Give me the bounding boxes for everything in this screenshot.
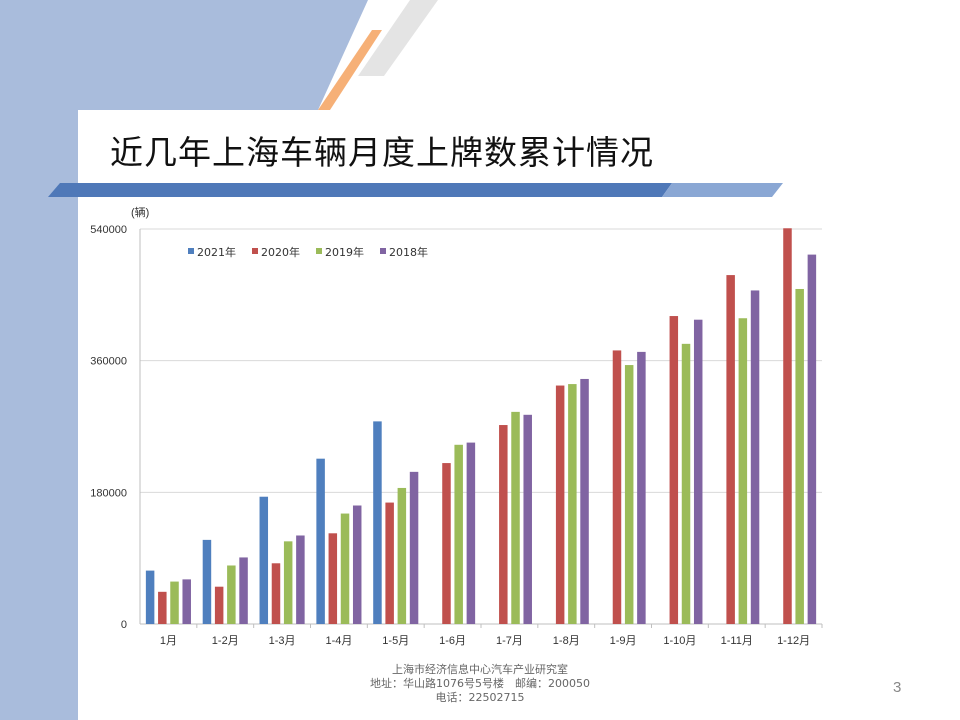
- legend-layer: 2021年 2020年 2019年 2018年: [188, 245, 428, 259]
- legend-label: 2019年: [325, 245, 364, 259]
- legend-swatch: [188, 248, 194, 254]
- bar-2020年-1-5月: [385, 502, 394, 624]
- bar-2020年-1-10月: [669, 316, 679, 624]
- legend-swatch: [380, 248, 386, 254]
- bar-2018年-1-3月: [296, 535, 305, 624]
- x-tick-label: 1-5月: [382, 635, 409, 647]
- x-tick-label: 1-2月: [212, 635, 239, 647]
- bar-2020年-1-11月: [726, 275, 735, 624]
- legend-swatch: [252, 248, 258, 254]
- bar-2021年-1-2月: [202, 539, 212, 624]
- legend-swatch: [316, 248, 322, 254]
- bar-2019年-1-3月: [283, 541, 293, 624]
- bar-2018年-1-8月: [580, 378, 589, 624]
- x-tick-label: 1-4月: [325, 635, 352, 647]
- x-tick-label: 1月: [160, 635, 177, 647]
- bar-layer: [145, 228, 817, 624]
- bar-2020年-1月: [158, 591, 167, 624]
- bar-2019年-1-9月: [624, 365, 634, 624]
- bar-2018年-1-6月: [466, 442, 476, 624]
- x-tick-label: 1-11月: [721, 635, 753, 647]
- y-unit-label: (辆): [131, 205, 149, 219]
- footer-address: 地址：华山路1076号5号楼 邮编：200050: [370, 677, 590, 690]
- bar-2020年-1-7月: [499, 425, 508, 624]
- footer-org: 上海市经济信息中心汽车产业研究室: [392, 663, 568, 676]
- gray-stripe: [358, 0, 438, 76]
- page-number: 3: [893, 679, 902, 696]
- legend-label: 2018年: [389, 245, 428, 259]
- bar-2020年-1-8月: [555, 385, 565, 624]
- x-tick-label: 1-9月: [610, 635, 637, 647]
- bar-2019年-1-12月: [795, 288, 804, 624]
- title-bar-light: [662, 183, 783, 197]
- bar-2020年-1-4月: [328, 533, 338, 624]
- bar-2020年-1-6月: [442, 463, 451, 624]
- bar-2019年-1-6月: [454, 444, 463, 624]
- x-tick-label: 1-6月: [439, 635, 466, 647]
- bar-2018年-1-10月: [693, 319, 703, 624]
- bar-2019年-1-10月: [681, 343, 691, 624]
- bar-2019年-1-11月: [738, 318, 748, 624]
- y-tick-label: 0: [121, 619, 127, 631]
- x-tick-label: 1-7月: [496, 635, 523, 647]
- bar-2021年-1-4月: [316, 458, 325, 624]
- top-band: [0, 0, 368, 110]
- bar-2018年-1-9月: [637, 351, 646, 624]
- bar-2019年-1-2月: [227, 565, 236, 624]
- x-tick-label: 1-10月: [663, 635, 696, 647]
- axis-layer: 0 180000 360000 540000 1月 1-2月 1-3月 1-4月 1-5月 1-6…: [90, 224, 823, 647]
- bar-2018年-1-4月: [352, 505, 362, 624]
- y-tick-label: 180000: [90, 487, 127, 499]
- bar-2018年-1-12月: [807, 254, 817, 624]
- slide-title: 近几年上海车辆月度上牌数累计情况: [110, 133, 654, 172]
- bar-2018年-1-5月: [409, 471, 419, 624]
- bar-2020年-1-9月: [612, 350, 622, 624]
- title-bar-dark: [48, 183, 672, 197]
- bar-2021年-1-3月: [259, 496, 269, 624]
- bar-2021年-1月: [145, 570, 155, 624]
- bar-2020年-1-3月: [271, 563, 281, 624]
- y-tick-label: 360000: [90, 356, 127, 368]
- bar-2018年-1-2月: [239, 557, 248, 624]
- x-tick-label: 1-3月: [269, 635, 296, 647]
- bar-2019年-1-5月: [397, 487, 407, 624]
- x-tick-label: 1-8月: [553, 635, 580, 647]
- x-tick-label: 1-12月: [777, 635, 810, 647]
- bar-2019年-1-4月: [340, 513, 350, 624]
- footer-phone: 电话：22502715: [435, 691, 525, 704]
- legend-label: 2021年: [197, 245, 236, 259]
- bar-2018年-1-11月: [750, 290, 760, 624]
- bar-2019年-1-7月: [511, 411, 520, 624]
- legend-label: 2020年: [261, 245, 300, 259]
- bar-2018年-1月: [182, 579, 191, 624]
- left-band: [0, 0, 78, 720]
- bar-2018年-1-7月: [523, 414, 532, 624]
- orange-stripe: [318, 30, 382, 110]
- y-tick-label: 540000: [90, 224, 127, 236]
- bar-2020年-1-2月: [214, 586, 224, 624]
- bar-2021年-1-5月: [373, 421, 382, 624]
- bar-2019年-1月: [170, 581, 179, 624]
- bar-2020年-1-12月: [783, 228, 792, 624]
- bar-2019年-1-8月: [568, 384, 577, 624]
